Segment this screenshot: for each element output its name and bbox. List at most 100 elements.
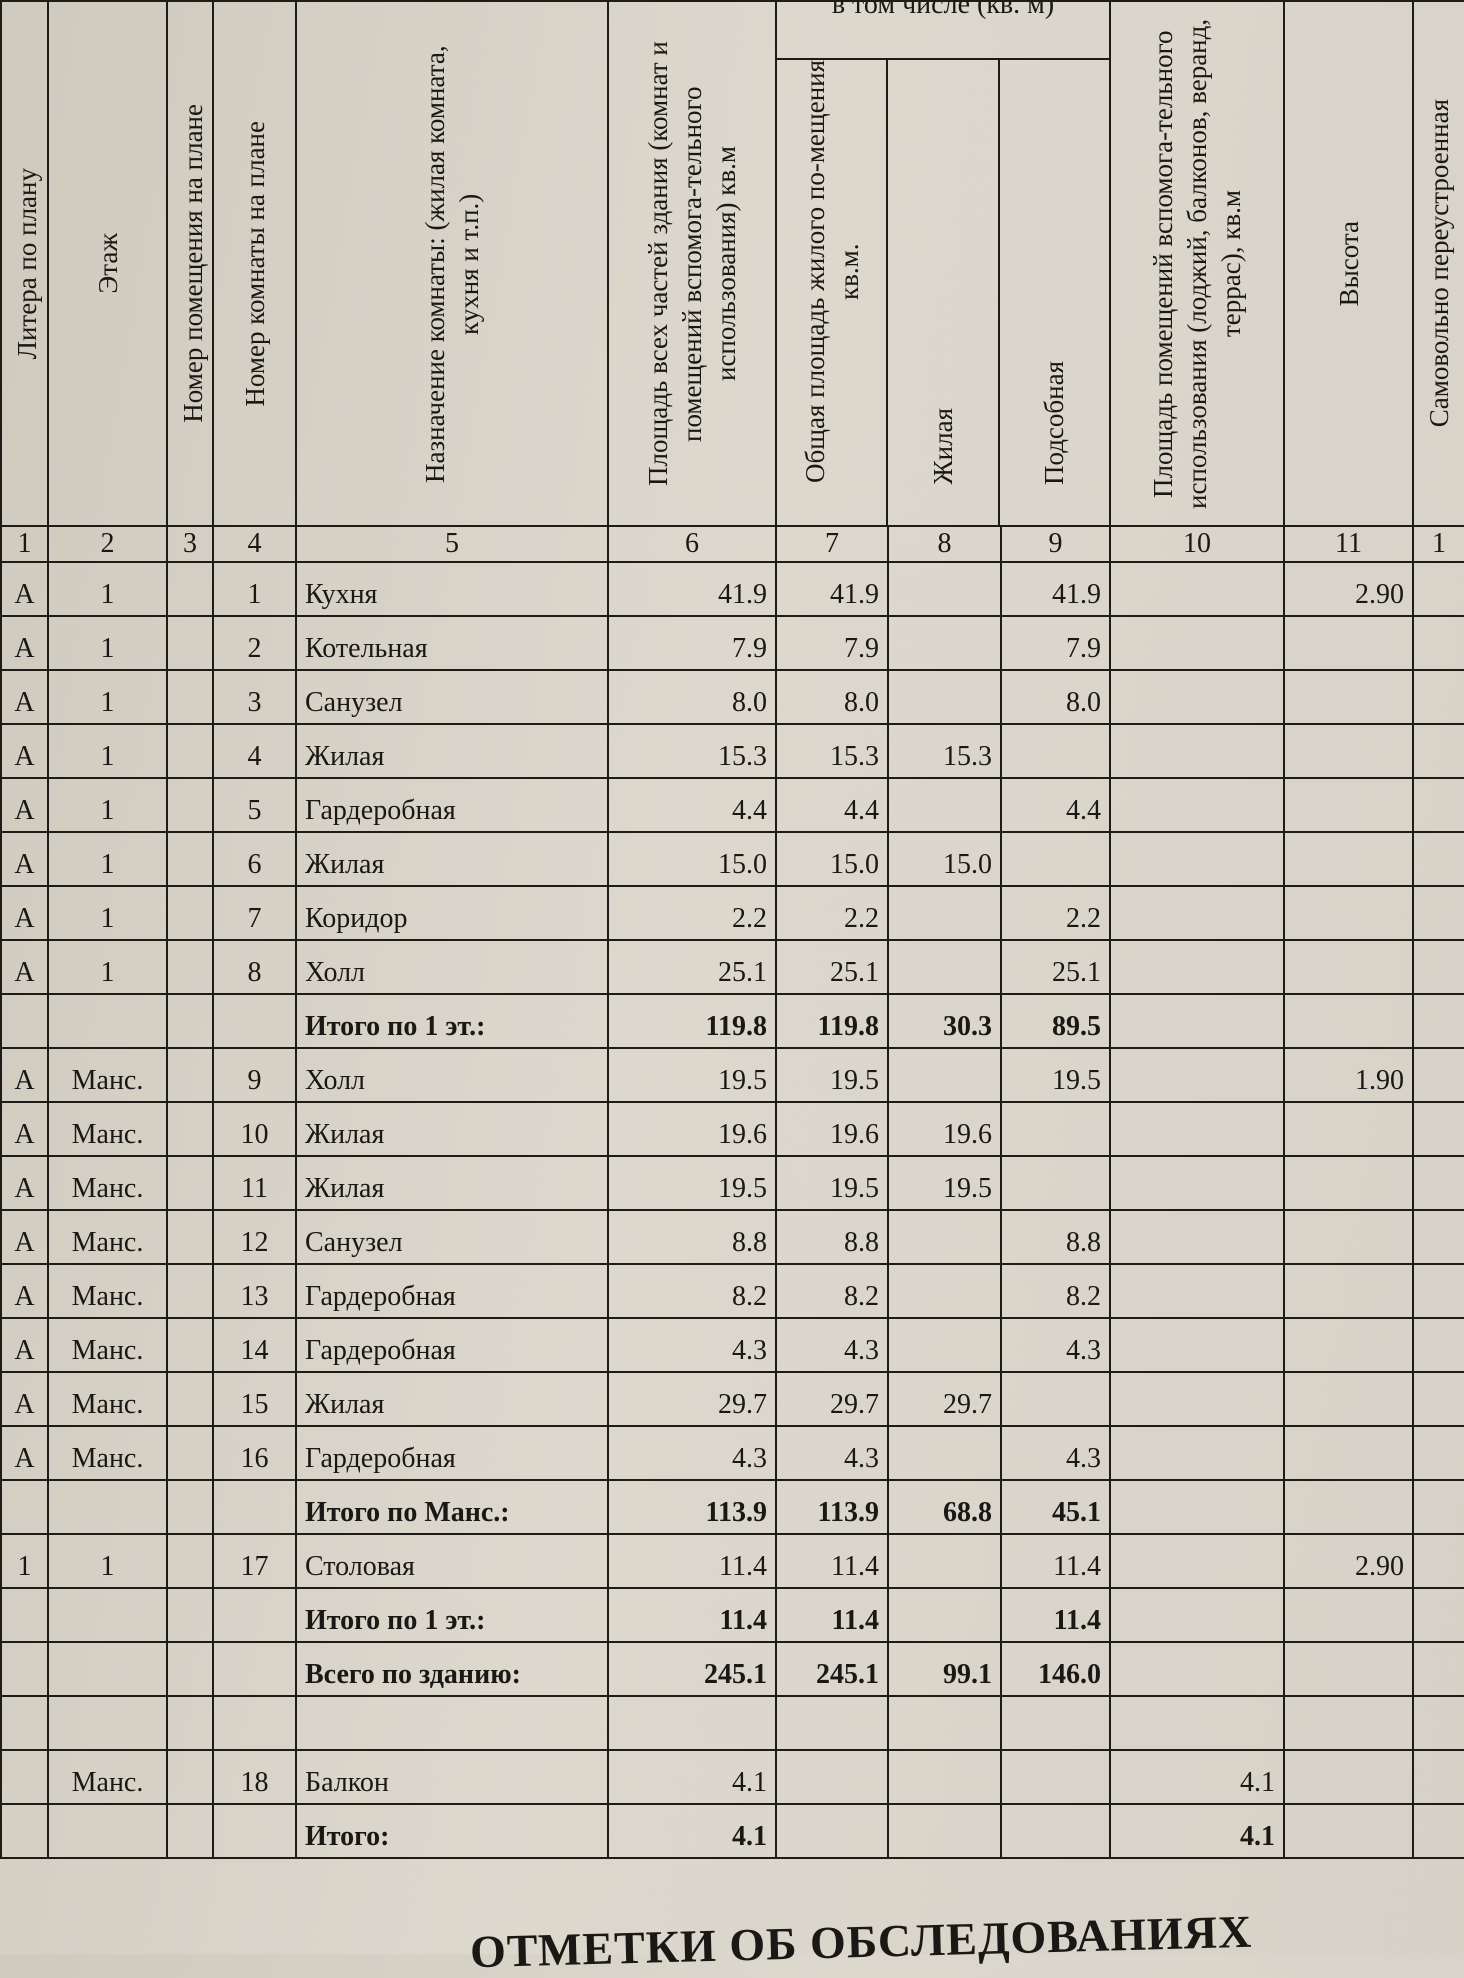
- cell-common-area: 15.3: [775, 723, 889, 779]
- table-body: А 1 1 Кухня 41.9 41.9 41.9 2.90 А 1 2 Котельная 7.9 7…: [0, 561, 1464, 1859]
- cell-room-number: [212, 1479, 297, 1535]
- header-height-text: Высота: [1333, 220, 1364, 307]
- section-title: ОТМЕТКИ ОБ ОБСЛЕДОВАНИЯХ: [469, 1905, 1253, 1978]
- cell-floor: 1: [47, 669, 168, 725]
- cell-room-number: 7: [212, 885, 297, 941]
- header-balcony-area-text: Площадь помещений вспомога-тельного испо…: [1148, 18, 1247, 509]
- cell-living-area: [887, 1263, 1002, 1319]
- cell-premise: [166, 939, 214, 995]
- cell-litera: А: [0, 1263, 49, 1319]
- cell-height: [1283, 777, 1415, 833]
- cell-common-area: 7.9: [775, 615, 889, 671]
- cell-common-area: 4.3: [775, 1317, 889, 1373]
- cell-total-area: 25.1: [607, 939, 777, 995]
- cell-premise: [166, 723, 214, 779]
- cell-room-name: Всего по зданию:: [295, 1641, 609, 1697]
- cell-floor: Манс.: [47, 1263, 168, 1319]
- cell-room-name: Жилая: [295, 831, 609, 887]
- cell-total-area: 8.2: [607, 1263, 777, 1319]
- header-floor: Этаж: [47, 0, 168, 527]
- column-number: 11: [1283, 525, 1415, 563]
- cell-common-area: 113.9: [775, 1479, 889, 1535]
- column-number: 6: [607, 525, 777, 563]
- cell-total-area: 19.5: [607, 1047, 777, 1103]
- header-total-area-text: Площадь всех частей здания (комнат и пом…: [643, 41, 741, 486]
- cell-room-number: 17: [212, 1533, 297, 1589]
- cell-unauthorized: [1412, 831, 1464, 887]
- cell-aux-area: [999, 1101, 1112, 1157]
- cell-floor: Манс.: [47, 1047, 168, 1103]
- cell-height: [1283, 885, 1415, 941]
- cell-living-area: [887, 561, 1002, 617]
- header-including-label: в том числе (кв. м): [778, 3, 1109, 60]
- cell-living-area: [887, 1317, 1002, 1373]
- cell-litera: А: [0, 669, 49, 725]
- cell-total-area: 113.9: [607, 1479, 777, 1535]
- cell-floor: Манс.: [47, 1317, 168, 1373]
- cell-litera: А: [0, 1155, 49, 1211]
- cell-common-area: 8.0: [775, 669, 889, 725]
- cell-balcony-area: [1109, 777, 1286, 833]
- header-common-area: Общая площадь жилого по-мещения кв.м.: [778, 58, 889, 524]
- column-number: 1: [0, 525, 49, 563]
- cell-unauthorized: [1412, 1209, 1464, 1265]
- cell-room-name: Итого по 1 эт.:: [295, 993, 609, 1049]
- cell-premise: [166, 1263, 214, 1319]
- cell-aux-area: 89.5: [999, 993, 1112, 1049]
- cell-height: 1.90: [1283, 1047, 1415, 1103]
- cell-floor: 1: [47, 777, 168, 833]
- cell-living-area: [887, 885, 1002, 941]
- table-row: А 1 4 Жилая 15.3 15.3 15.3: [0, 723, 1464, 779]
- cell-living-area: [887, 1803, 1002, 1859]
- cell-common-area: 11.4: [775, 1587, 889, 1643]
- cell-room-number: 12: [212, 1209, 297, 1265]
- cell-room-number: 13: [212, 1263, 297, 1319]
- cell-premise: [166, 831, 214, 887]
- cell-unauthorized: [1412, 1749, 1464, 1805]
- cell-room-number: 2: [212, 615, 297, 671]
- cell-room-number: 18: [212, 1749, 297, 1805]
- cell-height: [1283, 1317, 1415, 1373]
- table-row: А Манс. 15 Жилая 29.7 29.7 29.7: [0, 1371, 1464, 1427]
- cell-litera: А: [0, 1209, 49, 1265]
- table-row: А Манс. 11 Жилая 19.5 19.5 19.5: [0, 1155, 1464, 1211]
- cell-height: [1283, 1155, 1415, 1211]
- cell-balcony-area: [1109, 1587, 1286, 1643]
- cell-unauthorized: [1412, 1803, 1464, 1859]
- column-number: 7: [775, 525, 889, 563]
- cell-litera: А: [0, 777, 49, 833]
- cell-room-name: Столовая: [295, 1533, 609, 1589]
- table-row: А 1 7 Коридор 2.2 2.2 2.2: [0, 885, 1464, 941]
- cell-premise: [166, 1155, 214, 1211]
- cell-floor: 1: [47, 615, 168, 671]
- cell-floor: 1: [47, 885, 168, 941]
- header-floor-text: Этаж: [92, 233, 123, 294]
- cell-floor: 1: [47, 1533, 168, 1589]
- cell-common-area: 4.4: [775, 777, 889, 833]
- cell-premise: [166, 1209, 214, 1265]
- header-room-purpose-text: Назначение комнаты: (жилая комната, кухн…: [420, 44, 484, 483]
- cell-living-area: 19.6: [887, 1101, 1002, 1157]
- cell-balcony-area: [1109, 1425, 1286, 1481]
- cell-premise: [166, 1425, 214, 1481]
- header-height: Высота: [1283, 0, 1415, 527]
- cell-aux-area: 41.9: [999, 561, 1112, 617]
- cell-unauthorized: [1412, 615, 1464, 671]
- cell-room-number: 6: [212, 831, 297, 887]
- cell-total-area: 4.3: [607, 1425, 777, 1481]
- cell-total-area: 19.6: [607, 1101, 777, 1157]
- cell-total-area: 4.4: [607, 777, 777, 833]
- table-row: А 1 1 Кухня 41.9 41.9 41.9 2.90: [0, 561, 1464, 617]
- cell-room-number: 14: [212, 1317, 297, 1373]
- cell-total-area: 4.1: [607, 1803, 777, 1859]
- cell-living-area: 29.7: [887, 1371, 1002, 1427]
- cell-aux-area: 2.2: [999, 885, 1112, 941]
- cell-room-name: Коридор: [295, 885, 609, 941]
- header-common-area-text: Общая площадь жилого по-мещения кв.м.: [799, 60, 864, 484]
- cell-unauthorized: [1412, 1101, 1464, 1157]
- cell-room-name: Гардеробная: [295, 777, 609, 833]
- cell-living-area: 19.5: [887, 1155, 1002, 1211]
- cell-room-number: [212, 1587, 297, 1643]
- cell-premise: [166, 1695, 214, 1751]
- header-room-number-text: Номер комнаты на плане: [239, 120, 270, 407]
